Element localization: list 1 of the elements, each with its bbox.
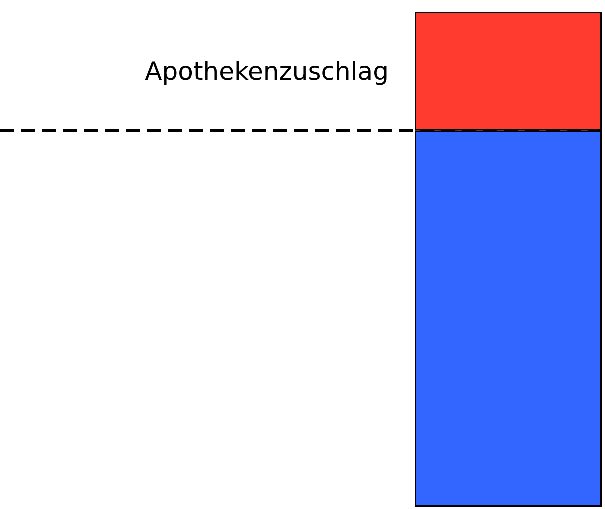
- series-label: Apothekenzuschlag: [145, 56, 389, 86]
